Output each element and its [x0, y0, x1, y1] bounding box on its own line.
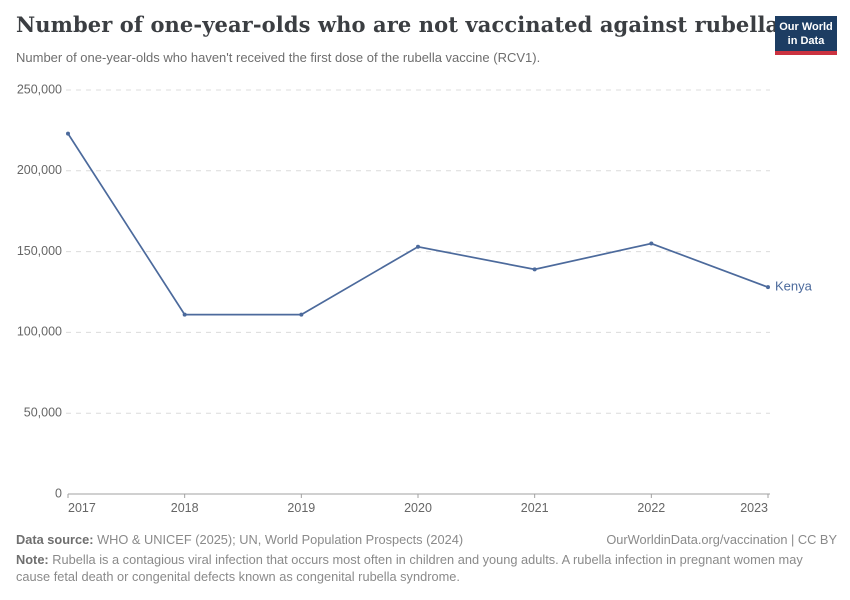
data-point-marker: [299, 312, 304, 317]
y-axis-tick-label: 50,000: [24, 405, 62, 419]
x-axis-tick-label: 2023: [740, 501, 768, 515]
series-line-kenya: [67, 133, 769, 316]
owid-license-link[interactable]: OurWorldinData.org/vaccination | CC BY: [606, 532, 837, 547]
data-source-value: WHO & UNICEF (2025); UN, World Populatio…: [93, 532, 464, 547]
data-point-marker: [532, 267, 537, 272]
y-axis-tick-label: 0: [55, 486, 62, 500]
line-chart: 0 50,000 100,000 150,000 200,000 250,000 2017 2…: [17, 82, 813, 515]
data-point-marker: [766, 285, 770, 290]
x-axis-tick-label: 2021: [521, 501, 549, 515]
page-title: Number of one-year-olds who are not vacc…: [16, 12, 780, 37]
owid-logo-line1: Our World: [779, 21, 833, 33]
x-axis-tick-label: 2020: [404, 501, 432, 515]
data-point-marker: [416, 244, 420, 249]
data-source-label: Data source:: [16, 532, 94, 547]
chart-note: Note: Rubella is a contagious viral infe…: [16, 551, 830, 586]
data-point-marker: [182, 312, 187, 317]
data-source-text: Data source: WHO & UNICEF (2025); UN, Wo…: [16, 531, 463, 549]
x-axis-tick-label: 2019: [287, 501, 315, 515]
chart-footer: Data source: WHO & UNICEF (2025); UN, Wo…: [16, 531, 837, 586]
note-value: Rubella is a contagious viral infection …: [16, 551, 803, 585]
y-axis-tick-label: 100,000: [17, 325, 62, 339]
x-axis-tick-label: 2017: [68, 501, 96, 515]
data-point-marker: [649, 241, 654, 246]
y-axis-tick-label: 150,000: [17, 244, 62, 258]
data-point-marker: [66, 131, 70, 136]
y-axis-tick-label: 200,000: [17, 163, 62, 177]
owid-logo-line2: in Data: [787, 35, 825, 48]
series-label-kenya: Kenya: [775, 279, 813, 294]
note-label: Note:: [16, 551, 49, 567]
chart-subtitle: Number of one-year-olds who haven't rece…: [16, 50, 541, 65]
owid-logo[interactable]: Our World in Data: [775, 16, 837, 55]
y-axis-tick-label: 250,000: [17, 82, 62, 96]
x-axis-tick-label: 2018: [171, 501, 199, 515]
x-axis-tick-label: 2022: [637, 501, 665, 515]
